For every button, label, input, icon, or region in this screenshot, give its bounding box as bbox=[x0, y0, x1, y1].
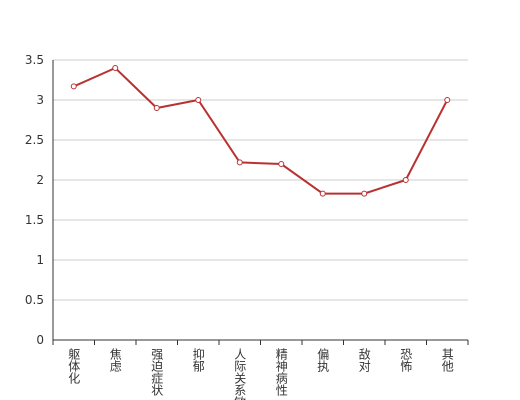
y-tick-label: 1.5 bbox=[25, 213, 44, 227]
y-tick-label: 3 bbox=[36, 93, 44, 107]
y-tick-label: 0.5 bbox=[25, 293, 44, 307]
point bbox=[70, 83, 77, 90]
point bbox=[278, 161, 285, 167]
point bbox=[195, 97, 202, 103]
point bbox=[444, 97, 451, 103]
y-tick-label: 2.5 bbox=[25, 133, 44, 147]
point bbox=[112, 65, 119, 71]
y-tick-label: 3.5 bbox=[25, 53, 44, 67]
point bbox=[236, 159, 243, 166]
x-tick-label: 抑郁 bbox=[191, 347, 205, 373]
x-tick-label: 躯体化 bbox=[67, 347, 81, 385]
x-tick-label: 恐怖 bbox=[399, 348, 413, 372]
y-tick-label: 1 bbox=[36, 253, 44, 267]
point bbox=[361, 190, 368, 197]
point bbox=[402, 177, 409, 183]
x-tick-label: 偏执 bbox=[316, 347, 330, 373]
x-tick-label: 人际关系敏感 bbox=[233, 348, 247, 400]
y-tick-label: 2 bbox=[36, 173, 44, 187]
x-tick-label: 焦虑 bbox=[108, 348, 122, 372]
x-tick-label: 强迫症状 bbox=[150, 348, 164, 396]
point bbox=[319, 190, 326, 197]
x-tick-label: 精神病性 bbox=[274, 348, 288, 397]
x-tick-label: 其他 bbox=[440, 348, 454, 372]
line bbox=[73, 66, 449, 195]
x-tick-label: 敌对 bbox=[357, 347, 371, 372]
point bbox=[153, 105, 160, 111]
y-tick-label: 0 bbox=[36, 333, 44, 347]
